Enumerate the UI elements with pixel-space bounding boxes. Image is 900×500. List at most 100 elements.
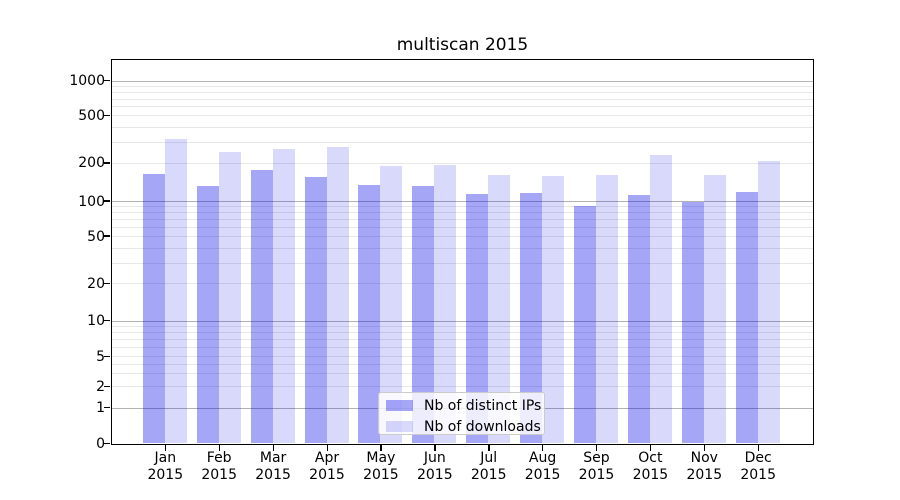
minor-gridline <box>111 356 813 358</box>
bar-distinct-ips-nov <box>681 201 704 444</box>
bar-distinct-ips-jun <box>412 186 435 444</box>
y-tick-mark <box>103 355 110 357</box>
y-tick-mark <box>103 442 110 445</box>
bar-distinct-ips-mar <box>250 170 273 444</box>
x-tick-label-month: Dec <box>744 450 772 466</box>
legend-swatch-downloads <box>386 421 413 432</box>
y-tick-label: 1 <box>96 400 105 417</box>
x-tick-label: Nov 2015 <box>669 450 739 483</box>
bar-distinct-ips-jul <box>466 193 489 444</box>
x-tick-label: Dec 2015 <box>723 450 793 483</box>
x-tick-label: Mar 2015 <box>238 450 308 483</box>
x-tick-label: Oct 2015 <box>615 450 685 483</box>
bar-downloads-jun <box>434 164 457 444</box>
minor-gridline <box>111 162 813 164</box>
bar-downloads-nov <box>703 175 726 444</box>
minor-gridline <box>111 115 813 117</box>
x-tick-mark <box>757 445 760 451</box>
plot-area <box>103 58 814 451</box>
x-tick-label-year: 2015 <box>740 466 776 483</box>
y-tick-mark <box>103 162 110 164</box>
x-tick-mark <box>326 445 328 451</box>
x-tick-label-year: 2015 <box>309 466 345 483</box>
x-tick-mark <box>488 445 490 451</box>
x-tick-label-year: 2015 <box>524 466 561 483</box>
minor-gridline <box>111 363 813 365</box>
bar-downloads-sep <box>596 175 618 444</box>
major-gridline <box>111 80 813 82</box>
bar-distinct-ips-feb <box>196 186 219 444</box>
minor-gridline <box>111 283 813 285</box>
major-gridline <box>111 201 813 202</box>
x-tick-label-month: Aug <box>528 450 557 466</box>
y-tick-mark <box>103 114 110 117</box>
y-tick-mark <box>103 235 110 237</box>
minor-gridline <box>111 85 813 87</box>
x-tick-mark <box>164 445 167 451</box>
y-tick-label: 2 <box>96 378 105 395</box>
minor-gridline <box>111 386 813 388</box>
minor-gridline <box>111 372 813 374</box>
major-gridline <box>111 320 813 322</box>
bar-downloads-oct <box>649 154 672 444</box>
minor-gridline <box>111 338 813 340</box>
x-tick-label-year: 2015 <box>255 466 291 483</box>
minor-gridline <box>111 332 813 334</box>
x-tick-label-month: Sep <box>583 450 610 466</box>
y-tick-mark <box>103 200 110 202</box>
y-tick-label: 10 <box>87 313 105 330</box>
bar-distinct-ips-oct <box>627 195 650 444</box>
legend: Nb of distinct IPs Nb of downloads <box>378 392 545 435</box>
x-tick-label: Jul 2015 <box>454 450 524 483</box>
x-tick-label-year: 2015 <box>632 466 669 483</box>
bar-distinct-ips-apr <box>304 176 327 444</box>
bar-downloads-apr <box>326 147 349 444</box>
y-tick-mark <box>103 282 110 285</box>
bar-distinct-ips-dec <box>735 192 758 444</box>
y-tick-mark <box>103 385 110 387</box>
y-tick-label: 50 <box>87 228 105 245</box>
x-tick-mark <box>380 445 382 451</box>
bar-downloads-feb <box>218 151 241 444</box>
bar-downloads-jan <box>164 138 187 444</box>
bar-distinct-ips-sep <box>574 205 596 444</box>
x-tick-label: May 2015 <box>346 450 416 483</box>
chart-title: multiscan 2015 <box>396 35 529 55</box>
x-tick-label: Aug 2015 <box>508 450 578 483</box>
y-tick-mark <box>103 79 110 82</box>
x-tick-label-year: 2015 <box>578 466 615 483</box>
minor-gridline <box>111 236 813 238</box>
bar-downloads-may <box>380 166 403 444</box>
x-tick-mark <box>703 445 706 451</box>
y-tick-label: 200 <box>78 155 105 172</box>
y-tick-mark <box>103 319 110 322</box>
x-tick-label-month: Jun <box>423 450 446 466</box>
x-tick-label-year: 2015 <box>363 466 399 483</box>
y-tick-mark <box>103 407 110 409</box>
x-tick-mark <box>218 445 221 451</box>
bar-distinct-ips-aug <box>520 192 543 444</box>
bar-downloads-jul <box>488 174 511 444</box>
x-tick-label-month: Jul <box>480 450 498 466</box>
y-tick-label: 100 <box>78 193 105 210</box>
x-tick-label-year: 2015 <box>201 466 237 483</box>
minor-gridline <box>111 106 813 108</box>
minor-gridline <box>111 212 813 214</box>
x-tick-label-year: 2015 <box>147 466 184 483</box>
minor-gridline <box>111 219 813 221</box>
y-tick-label: 20 <box>87 275 105 292</box>
y-tick-label: 5 <box>96 348 105 365</box>
x-tick-label-year: 2015 <box>686 466 723 483</box>
legend-entry-downloads: Nb of downloads <box>379 417 544 436</box>
x-tick-label-month: May <box>366 450 396 466</box>
bar-downloads-dec <box>757 160 780 444</box>
x-tick-label-month: Apr <box>314 450 340 466</box>
x-tick-label: Feb 2015 <box>184 450 254 483</box>
y-tick-label: 500 <box>78 107 105 124</box>
y-tick-label: 1000 <box>69 73 105 89</box>
x-tick-label-month: Nov <box>690 450 718 466</box>
legend-label-downloads: Nb of downloads <box>424 418 541 435</box>
minor-gridline <box>111 127 813 129</box>
x-tick-label: Jun 2015 <box>400 450 470 483</box>
bar-downloads-aug <box>542 175 565 444</box>
